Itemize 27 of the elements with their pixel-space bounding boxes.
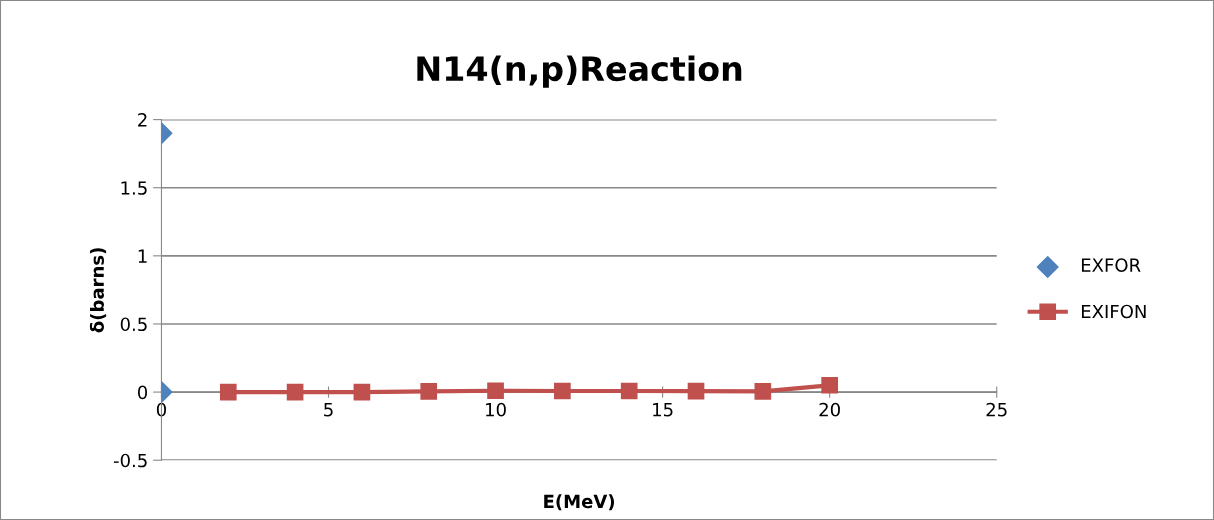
legend-label: EXIFON <box>1081 304 1146 319</box>
y-axis-title: δ(barns) <box>89 248 107 333</box>
point <box>821 376 838 394</box>
point <box>420 383 438 400</box>
y-tick-label: 0.5 <box>120 317 147 332</box>
x-tick-label: 10 <box>486 402 506 417</box>
y-tick-label: -0.5 <box>113 453 147 468</box>
point <box>219 383 237 401</box>
point <box>286 383 304 401</box>
y-tick-label: 1 <box>138 249 147 263</box>
y-tick-label: 0 <box>137 385 148 400</box>
x-axis-title: E(MeV) <box>544 494 615 511</box>
chart-title: N14(n,p)Reaction <box>417 55 742 88</box>
point <box>620 382 638 400</box>
x-tick-label: 25 <box>986 402 1007 417</box>
y-tick-label: 1.5 <box>121 181 147 195</box>
x-tick-label: 0 <box>156 402 167 417</box>
x-tick-label: 20 <box>819 402 840 417</box>
x-tick-label: 5 <box>324 403 333 417</box>
x-tick-label: 15 <box>653 403 673 417</box>
point <box>554 382 571 400</box>
legend-label: EXFOR <box>1081 258 1141 272</box>
point <box>754 383 772 400</box>
point <box>353 383 371 401</box>
point <box>687 382 705 400</box>
y-tick-label: 2 <box>138 113 147 127</box>
point <box>487 382 504 400</box>
